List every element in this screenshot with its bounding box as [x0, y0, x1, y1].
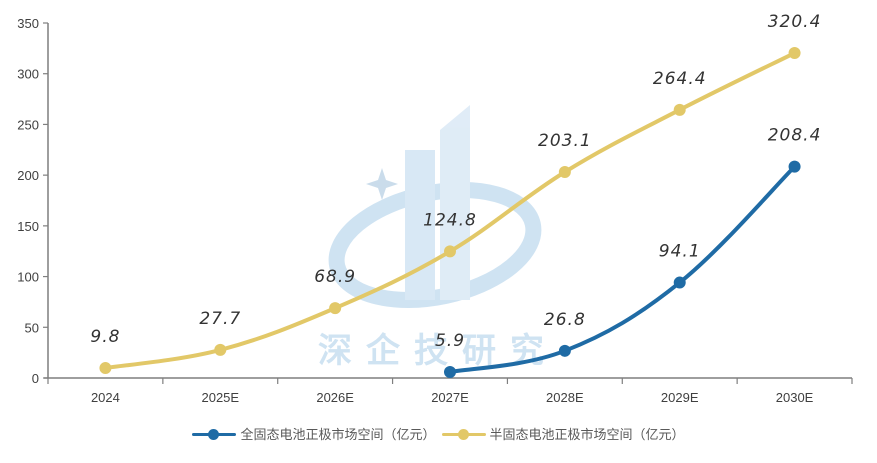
data-label: 203.1 — [538, 131, 592, 151]
data-label: 9.8 — [90, 327, 120, 347]
y-tick-label: 0 — [32, 371, 39, 386]
data-label: 264.4 — [653, 69, 707, 89]
data-point[interactable] — [329, 302, 342, 315]
series-layer — [99, 47, 801, 379]
data-point[interactable] — [214, 343, 227, 356]
legend-label: 半固态电池正极市场空间（亿元） — [489, 428, 685, 443]
x-tick-label: 2024 — [91, 390, 120, 405]
data-label: 208.4 — [768, 126, 822, 146]
y-tick-label: 300 — [17, 67, 39, 82]
y-tick-label: 100 — [17, 270, 39, 285]
x-tick-label: 2027E — [431, 390, 469, 405]
data-point[interactable] — [558, 344, 571, 357]
data-label: 68.9 — [314, 267, 356, 287]
data-label: 27.7 — [199, 309, 241, 329]
y-tick-label: 200 — [17, 168, 39, 183]
data-point[interactable] — [788, 160, 801, 173]
y-tick-label: 250 — [17, 117, 39, 132]
data-label: 320.4 — [768, 12, 822, 32]
legend-item-all-solid-state[interactable]: 全固态电池正极市场空间（亿元） — [192, 424, 436, 443]
legend-marker-blue-icon — [192, 427, 237, 441]
x-axis-ticks: 2024 2025E 2026E 2027E 2028E 2029E 2030E — [47, 378, 853, 405]
data-point[interactable] — [673, 103, 686, 116]
legend-item-semi-solid-state[interactable]: 半固态电池正极市场空间（亿元） — [441, 424, 685, 443]
data-labels: 9.8 27.7 68.9 124.8 203.1 264.4 320.4 5.9 26.8 94… — [90, 12, 822, 351]
x-tick-label: 2026E — [316, 390, 354, 405]
data-point[interactable] — [99, 362, 112, 375]
y-tick-label: 350 — [17, 16, 39, 31]
x-tick-label: 2025E — [201, 390, 239, 405]
data-label: 5.9 — [435, 331, 465, 351]
x-tick-label: 2029E — [661, 390, 699, 405]
data-label: 26.8 — [544, 310, 586, 330]
y-tick-label: 50 — [25, 320, 39, 335]
data-point[interactable] — [673, 276, 686, 289]
data-point[interactable] — [444, 366, 456, 379]
data-point[interactable] — [444, 245, 456, 258]
data-point[interactable] — [788, 47, 801, 60]
x-tick-label: 2028E — [546, 390, 584, 405]
data-label: 124.8 — [423, 210, 477, 230]
data-point[interactable] — [558, 165, 571, 178]
legend-marker-yellow-icon — [441, 427, 486, 441]
series-line-all-solid-state — [448, 164, 797, 375]
data-label: 94.1 — [659, 242, 701, 262]
legend-label: 全固态电池正极市场空间（亿元） — [240, 428, 436, 443]
x-tick-label: 2030E — [776, 390, 814, 405]
y-axis-ticks: 0 50 100 150 200 250 300 350 — [17, 16, 48, 386]
y-tick-label: 150 — [17, 219, 39, 234]
legend: 全固态电池正极市场空间（亿元） 半固态电池正极市场空间（亿元） — [0, 424, 877, 443]
